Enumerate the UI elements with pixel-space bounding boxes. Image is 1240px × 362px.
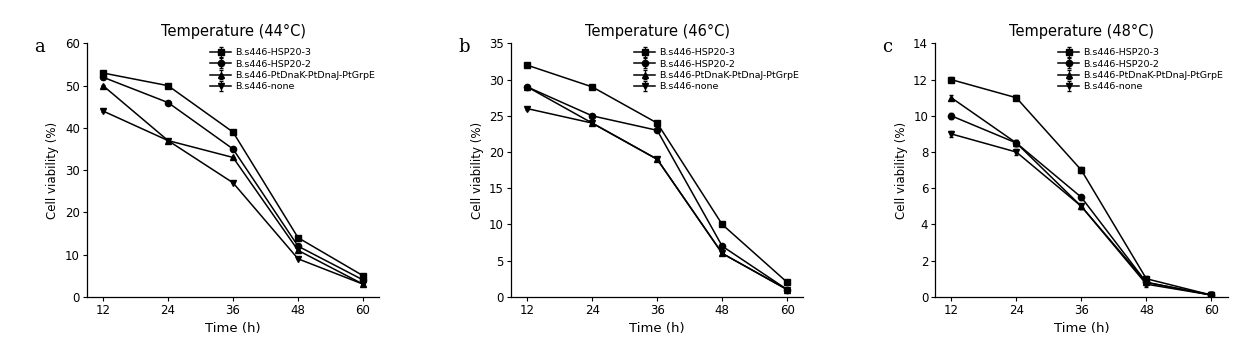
X-axis label: Time (h): Time (h) (1054, 322, 1109, 335)
Text: c: c (883, 38, 893, 56)
Legend: B.s446-HSP20-3, B.s446-HSP20-2, B.s446-PtDnaK-PtDnaJ-PtGrpE, B.s446-none: B.s446-HSP20-3, B.s446-HSP20-2, B.s446-P… (632, 46, 801, 93)
Title: Temperature (46°C): Temperature (46°C) (585, 25, 729, 39)
Title: Temperature (44°C): Temperature (44°C) (160, 25, 305, 39)
Legend: B.s446-HSP20-3, B.s446-HSP20-2, B.s446-PtDnaK-PtDnaJ-PtGrpE, B.s446-none: B.s446-HSP20-3, B.s446-HSP20-2, B.s446-P… (1056, 46, 1225, 93)
Title: Temperature (48°C): Temperature (48°C) (1009, 25, 1154, 39)
Y-axis label: Cell viability (%): Cell viability (%) (894, 122, 908, 219)
Legend: B.s446-HSP20-3, B.s446-HSP20-2, B.s446-PtDnaK-PtDnaJ-PtGrpE, B.s446-none: B.s446-HSP20-3, B.s446-HSP20-2, B.s446-P… (208, 46, 377, 93)
Text: b: b (459, 38, 470, 56)
X-axis label: Time (h): Time (h) (630, 322, 684, 335)
Y-axis label: Cell viability (%): Cell viability (%) (46, 122, 60, 219)
Y-axis label: Cell viability (%): Cell viability (%) (470, 122, 484, 219)
Text: a: a (35, 38, 45, 56)
X-axis label: Time (h): Time (h) (206, 322, 260, 335)
